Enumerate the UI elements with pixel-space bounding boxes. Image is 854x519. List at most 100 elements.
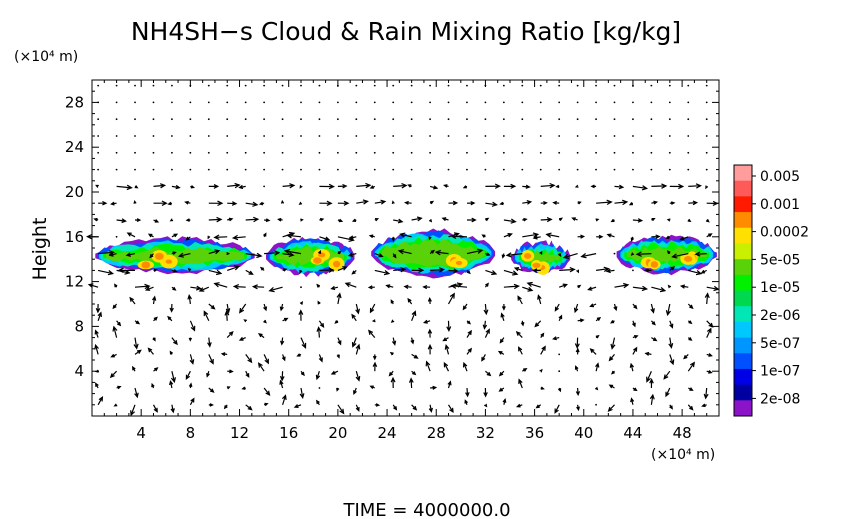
wind-vector [134, 283, 151, 290]
wind-vector [651, 234, 661, 239]
wind-vector [595, 218, 600, 222]
wind-vector [300, 151, 302, 154]
wind-vector [226, 84, 229, 87]
wind-vector [679, 236, 689, 241]
wind-vector [207, 235, 211, 240]
wind-vector [389, 351, 394, 356]
wind-vector [447, 292, 455, 305]
wind-vector [293, 404, 302, 408]
wind-vector [596, 266, 610, 272]
wind-vector [353, 387, 357, 395]
wind-vector [356, 199, 369, 205]
wind-vector [393, 218, 404, 224]
wind-vector [171, 101, 173, 104]
wind-vector [669, 354, 675, 366]
wind-vector [632, 269, 634, 272]
wind-vector [422, 284, 431, 290]
wind-vector [319, 183, 335, 190]
wind-vector [518, 378, 523, 389]
wind-vector [167, 315, 173, 322]
wind-vector [428, 404, 433, 413]
wind-vector [336, 135, 339, 137]
wind-vector [299, 300, 304, 305]
wind-vector [208, 184, 220, 189]
wind-vector [227, 201, 238, 206]
wind-vector [595, 403, 597, 406]
wind-vector [95, 303, 101, 314]
wind-vector [220, 352, 228, 357]
wind-vector [351, 313, 357, 322]
colorbar-label: 2e-08 [760, 391, 800, 407]
wind-vector [97, 118, 100, 121]
wind-vector [337, 218, 344, 223]
wind-vector [187, 267, 192, 272]
wind-vector [485, 183, 501, 189]
wind-vector [668, 84, 671, 87]
wind-vector [694, 251, 707, 257]
wind-vector [502, 151, 505, 154]
wind-vector [152, 337, 156, 342]
wind-vector [498, 370, 505, 377]
wind-vector [126, 232, 136, 238]
wind-vector [503, 183, 517, 189]
wind-vector [513, 267, 523, 272]
wind-vector [589, 348, 597, 355]
wind-vector [171, 337, 178, 346]
wind-vector [208, 403, 214, 407]
wind-vector [499, 337, 505, 344]
colorbar-label: 0.001 [760, 197, 800, 213]
wind-vector [669, 320, 674, 329]
wind-vector [206, 371, 210, 378]
colorbar-swatch [734, 227, 752, 244]
wind-vector [552, 336, 560, 341]
wind-vector [502, 101, 505, 104]
wind-vector [279, 371, 285, 382]
wind-vector [447, 118, 450, 121]
wind-vector [429, 118, 431, 121]
wind-vector [522, 200, 533, 205]
wind-vector [466, 269, 471, 275]
wind-vector [113, 403, 118, 407]
wind-vector [630, 252, 635, 256]
wind-vector [613, 118, 616, 121]
colorbar-swatch [734, 306, 752, 323]
wind-vector [190, 185, 196, 189]
wind-vector [391, 200, 395, 205]
wind-vector [668, 337, 674, 349]
wind-vector [371, 319, 376, 323]
wind-vector [263, 118, 266, 121]
wind-vector [632, 101, 634, 104]
wind-vector [318, 101, 321, 104]
wind-vector [227, 182, 241, 189]
wind-vector [706, 320, 714, 328]
wind-vector [701, 403, 707, 408]
wind-vector [706, 327, 712, 338]
wind-vector [595, 316, 602, 322]
wind-vector [558, 118, 561, 121]
wind-vector [521, 118, 524, 121]
wind-vector [650, 135, 653, 137]
wind-vector [207, 101, 210, 104]
wind-vector [282, 183, 296, 189]
wind-vector [429, 200, 435, 205]
wind-vector [263, 168, 266, 171]
wind-vector [374, 199, 387, 205]
wind-vector [577, 234, 586, 239]
wind-vector [595, 101, 597, 104]
x-tick-label: 16 [279, 424, 298, 442]
y-axis-ticks: 4 8 12 16 20 24 28 [65, 90, 719, 406]
wind-vector [576, 135, 579, 137]
wind-vector [554, 303, 560, 312]
wind-vector [337, 200, 350, 206]
wind-vector [330, 285, 339, 291]
wind-vector [687, 337, 693, 341]
wind-vector [134, 387, 139, 399]
wind-vector [225, 303, 231, 314]
wind-vector [399, 232, 412, 238]
wind-vector [466, 84, 468, 87]
wind-vector [558, 84, 561, 87]
wind-vector [336, 387, 340, 392]
wind-vector [462, 185, 468, 189]
wind-vector [134, 151, 136, 154]
wind-vector [153, 367, 159, 372]
